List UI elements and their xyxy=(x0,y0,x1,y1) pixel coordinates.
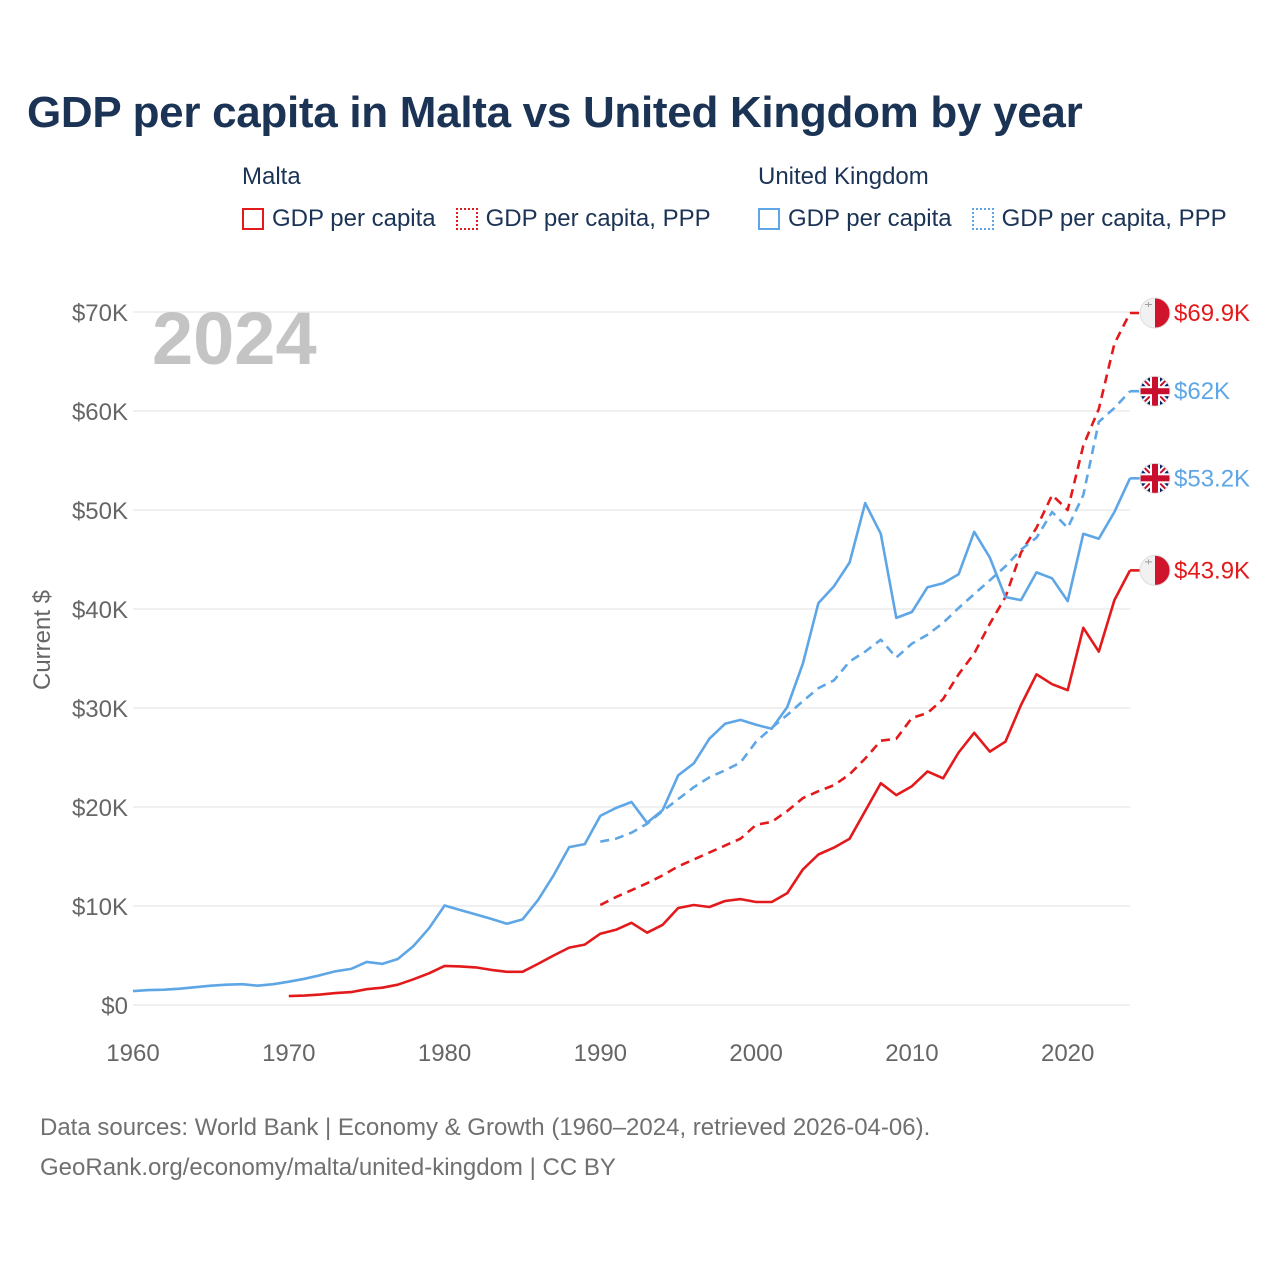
series-line-malta-solid xyxy=(288,569,1132,998)
series-line-malta-dashed xyxy=(599,312,1132,907)
legend-item-uk-gdp[interactable]: GDP per capita xyxy=(758,205,952,233)
legend-swatch-uk-ppp xyxy=(971,208,994,230)
legend-group-malta: Malta GDP per capita GDP per capita, PPP xyxy=(242,163,711,233)
y-tick-label: $50K xyxy=(72,498,128,525)
legend-label: GDP per capita, PPP xyxy=(1001,205,1227,232)
uk-flag-icon xyxy=(1139,462,1171,494)
malta-flag-icon xyxy=(1139,297,1171,329)
legend-item-uk-ppp[interactable]: GDP per capita, PPP xyxy=(971,205,1227,233)
x-tick-label: 1970 xyxy=(262,1040,315,1067)
source-line-2[interactable]: GeoRank.org/economy/malta/united-kingdom… xyxy=(40,1154,616,1181)
source-note: Data sources: World Bank | Economy & Gro… xyxy=(40,1108,930,1188)
series-end-label: $62K xyxy=(1174,378,1230,405)
series-line-uk-dashed xyxy=(600,390,1131,843)
series-end-label: $53.2K xyxy=(1174,465,1250,492)
x-tick-label: 2020 xyxy=(1041,1040,1094,1067)
chart-title: GDP per capita in Malta vs United Kingdo… xyxy=(27,88,1083,137)
y-tick-label: $60K xyxy=(72,399,128,426)
legend-item-malta-gdp[interactable]: GDP per capita xyxy=(242,205,436,233)
y-axis-label: Current $ xyxy=(29,590,56,690)
series-end-label: $69.9K xyxy=(1174,300,1250,327)
legend-group-title-malta: Malta xyxy=(242,163,301,190)
legend-label: GDP per capita xyxy=(788,205,952,232)
x-tick-label: 2010 xyxy=(885,1040,938,1067)
y-tick-label: $10K xyxy=(72,894,128,921)
y-tick-label: $0 xyxy=(101,993,128,1020)
y-tick-label: $30K xyxy=(72,696,128,723)
legend-group-uk: United Kingdom GDP per capita GDP per ca… xyxy=(758,163,1227,233)
legend-swatch-malta-gdp xyxy=(242,208,264,230)
legend-swatch-uk-gdp xyxy=(758,208,780,230)
uk-flag-icon xyxy=(1139,375,1171,407)
chart-plot-area: $0 $10K $20K $30K $40K $50K $60K $70K 1960 1970 19… xyxy=(29,297,1250,1067)
series-line-uk-solid xyxy=(132,477,1132,993)
legend-label: GDP per capita xyxy=(272,205,436,232)
y-tick-label: $70K xyxy=(72,300,128,327)
legend-group-title-uk: United Kingdom xyxy=(758,163,929,190)
source-line-1: Data sources: World Bank | Economy & Gro… xyxy=(40,1114,931,1141)
x-tick-label: 1990 xyxy=(574,1040,627,1067)
legend-label: GDP per capita, PPP xyxy=(485,205,711,232)
x-tick-label: 1960 xyxy=(106,1040,159,1067)
x-tick-label: 1980 xyxy=(418,1040,471,1067)
legend-swatch-malta-ppp xyxy=(455,208,478,230)
series-end-label: $43.9K xyxy=(1174,557,1250,584)
malta-flag-icon xyxy=(1139,554,1171,586)
y-tick-label: $40K xyxy=(72,597,128,624)
legend-item-malta-ppp[interactable]: GDP per capita, PPP xyxy=(455,205,711,233)
year-watermark: 2024 xyxy=(152,297,317,380)
x-tick-label: 2000 xyxy=(729,1040,782,1067)
y-tick-label: $20K xyxy=(72,795,128,822)
